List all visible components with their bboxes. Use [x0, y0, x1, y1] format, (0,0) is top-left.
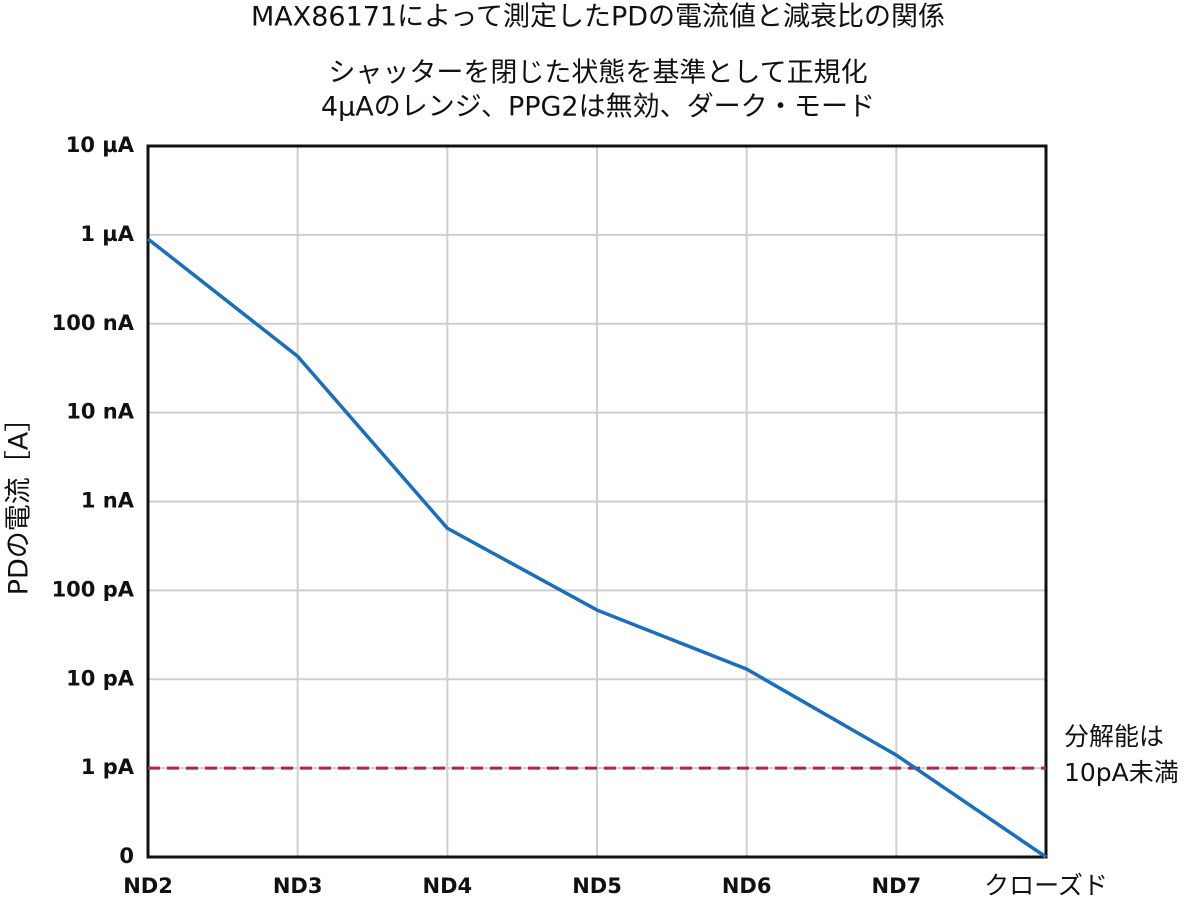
x-tick-label: ND5 [572, 874, 622, 898]
y-tick-label: 1 µA [80, 222, 134, 246]
y-tick-label: 1 nA [81, 489, 135, 513]
chart-subtitle: 4µAのレンジ、PPG2は無効、ダーク・モード [321, 92, 875, 123]
y-tick-label: 100 pA [52, 577, 135, 601]
x-tick-label: ND7 [872, 874, 922, 898]
y-tick-label: 10 pA [66, 666, 135, 690]
x-tick-label: クローズド [984, 871, 1108, 900]
x-tick-label: ND4 [423, 874, 473, 898]
y-tick-label: 0 [119, 844, 134, 868]
y-tick-label: 100 nA [52, 311, 135, 335]
data-line [146, 237, 1047, 859]
chart-subtitle: シャッターを閉じた状態を基準として正規化 [328, 58, 867, 89]
plot-frame [146, 144, 1048, 859]
y-tick-label: 10 µA [66, 133, 135, 157]
x-tick-label: ND2 [123, 874, 173, 898]
annotation: 10pA未満 [1064, 758, 1179, 787]
x-tick-label: ND6 [722, 874, 772, 898]
x-tick-label: ND3 [273, 874, 323, 898]
y-tick-label: 1 pA [81, 755, 135, 779]
y-axis-label: PDの電流［A］ [4, 405, 35, 596]
chart-title: MAX86171によって測定したPDの電流値と減衰比の関係 [251, 2, 945, 33]
annotation: 分解能は [1064, 722, 1164, 751]
y-tick-label: 10 nA [66, 400, 134, 424]
